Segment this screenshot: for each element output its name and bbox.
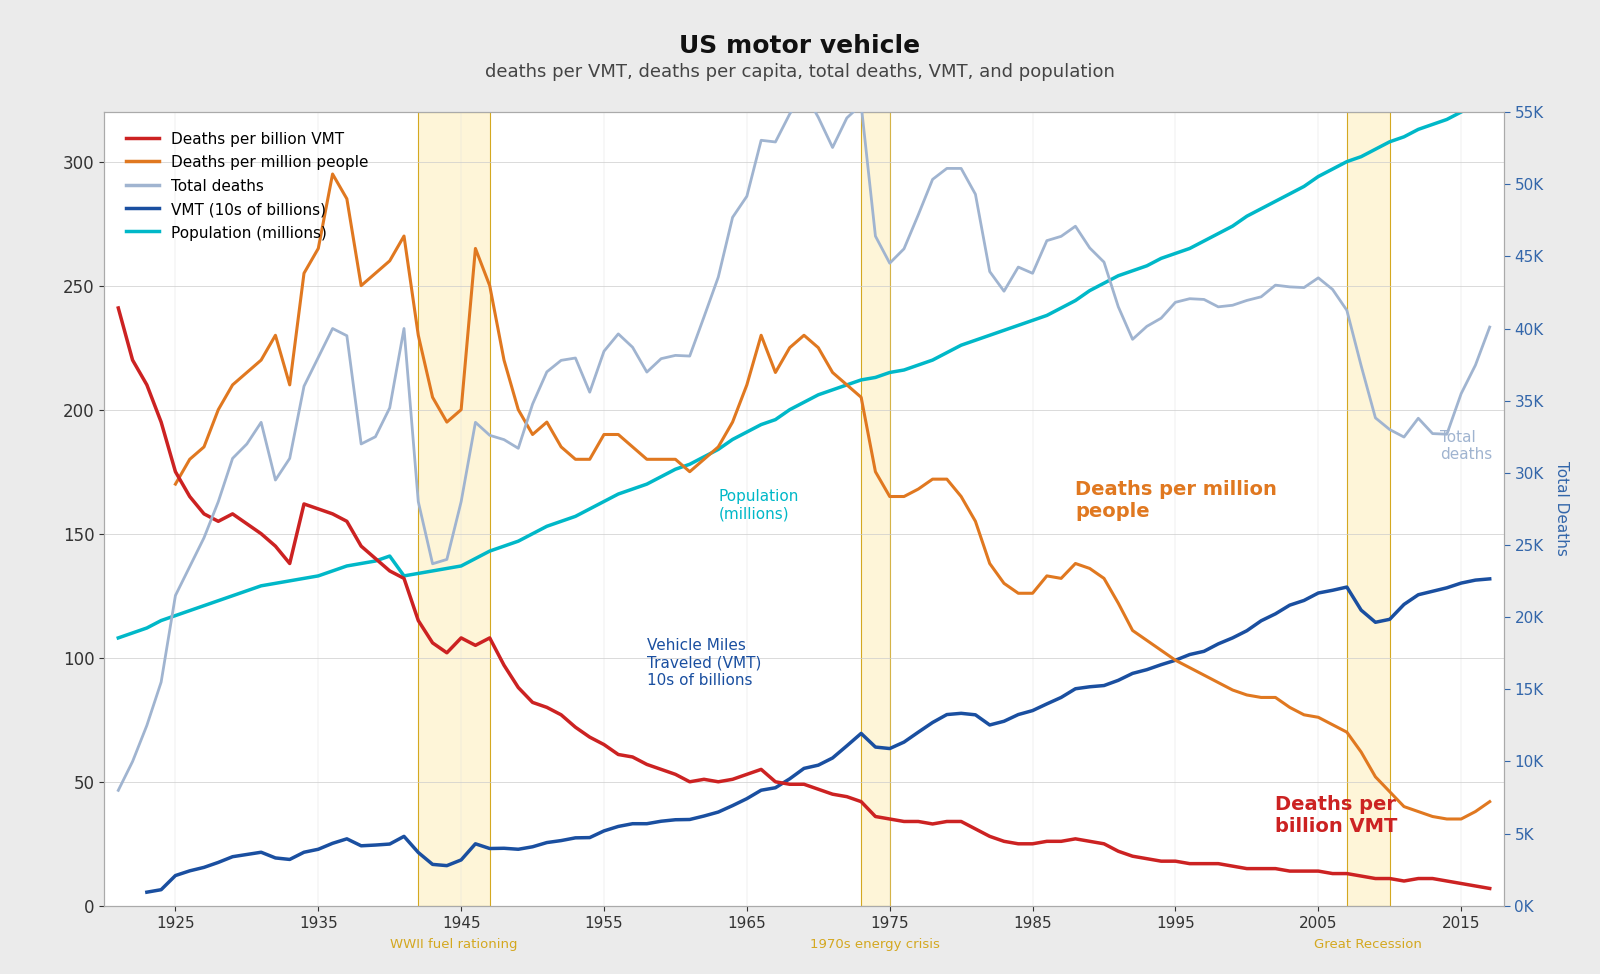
Text: Deaths per million
people: Deaths per million people <box>1075 480 1277 521</box>
Legend: Deaths per billion VMT, Deaths per million people, Total deaths, VMT (10s of bil: Deaths per billion VMT, Deaths per milli… <box>126 131 370 241</box>
Text: 1970s energy crisis: 1970s energy crisis <box>811 938 941 951</box>
Bar <box>418 112 490 906</box>
Text: US motor vehicle: US motor vehicle <box>680 34 920 58</box>
Text: deaths per VMT, deaths per capita, total deaths, VMT, and population: deaths per VMT, deaths per capita, total… <box>485 63 1115 81</box>
Text: Total
deaths: Total deaths <box>1440 430 1491 462</box>
Text: Population
(millions): Population (millions) <box>718 489 798 521</box>
Text: WWII fuel rationing: WWII fuel rationing <box>390 938 518 951</box>
Bar <box>861 112 890 906</box>
Text: Great Recession: Great Recession <box>1314 938 1422 951</box>
Bar <box>1347 112 1390 906</box>
Y-axis label: Total Deaths: Total Deaths <box>1554 462 1568 556</box>
Text: Vehicle Miles
Traveled (VMT)
10s of billions: Vehicle Miles Traveled (VMT) 10s of bill… <box>646 638 762 688</box>
Text: Deaths per
billion VMT: Deaths per billion VMT <box>1275 796 1398 837</box>
